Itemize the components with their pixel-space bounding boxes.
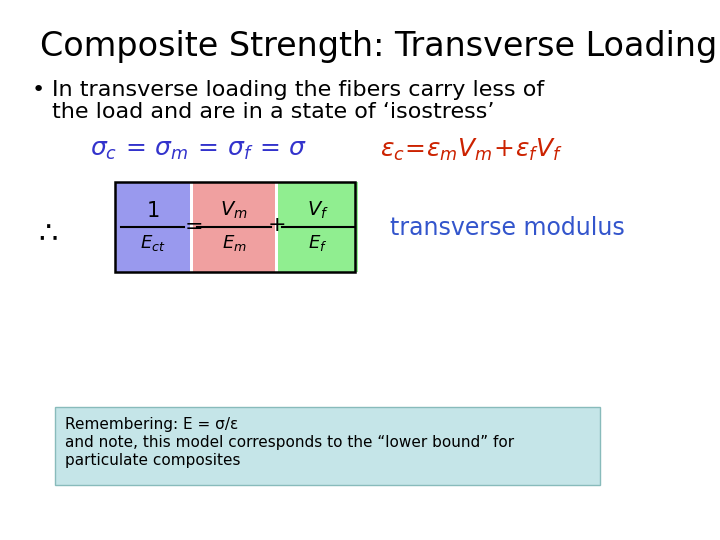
- Text: $\sigma_c\,=\,\sigma_m\,=\,\sigma_f\,=\,\sigma$: $\sigma_c\,=\,\sigma_m\,=\,\sigma_f\,=\,…: [90, 138, 307, 162]
- Text: $=$: $=$: [180, 215, 202, 235]
- Text: transverse modulus: transverse modulus: [390, 216, 625, 240]
- Text: $1$: $1$: [146, 201, 159, 221]
- Text: and note, this model corresponds to the “lower bound” for: and note, this model corresponds to the …: [65, 435, 514, 450]
- Bar: [278, 182, 358, 272]
- Bar: [193, 182, 275, 272]
- Bar: [115, 182, 355, 272]
- Text: $E_{ct}$: $E_{ct}$: [140, 233, 166, 253]
- Text: $E_f$: $E_f$: [308, 233, 328, 253]
- Bar: [55, 407, 600, 485]
- Text: $V_f$: $V_f$: [307, 200, 329, 221]
- Text: $V_m$: $V_m$: [220, 200, 248, 221]
- Text: particulate composites: particulate composites: [65, 453, 240, 468]
- Text: ∴: ∴: [38, 220, 58, 249]
- Text: Composite Strength: Transverse Loading: Composite Strength: Transverse Loading: [40, 30, 717, 63]
- Text: the load and are in a state of ‘isostress’: the load and are in a state of ‘isostres…: [52, 102, 495, 122]
- Text: $\varepsilon_c\!=\!\varepsilon_m V_m\!+\!\varepsilon_f V_f$: $\varepsilon_c\!=\!\varepsilon_m V_m\!+\…: [380, 137, 563, 163]
- Text: •: •: [32, 80, 45, 100]
- Bar: [115, 182, 190, 272]
- Text: In transverse loading the fibers carry less of: In transverse loading the fibers carry l…: [52, 80, 544, 100]
- Text: $E_m$: $E_m$: [222, 233, 246, 253]
- Text: $+$: $+$: [267, 215, 285, 235]
- Text: Remembering: E = σ/ε: Remembering: E = σ/ε: [65, 417, 238, 432]
